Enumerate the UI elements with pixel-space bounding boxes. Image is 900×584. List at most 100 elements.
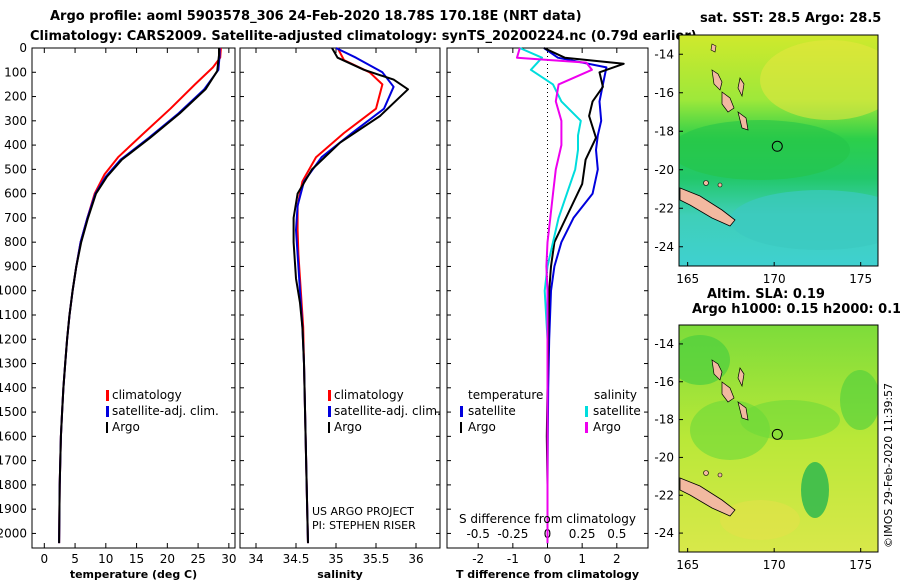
sst-map: sat. SST: 28.5 Argo: 28.5 165 170 175 -14 -1…	[654, 11, 881, 286]
x-tick-label: 1	[578, 552, 586, 566]
sla-green-patch-4	[840, 370, 878, 430]
plot-frame	[239, 47, 441, 549]
map-y-tick-label: -20	[654, 450, 674, 464]
x-tick-label: 35.5	[363, 552, 390, 566]
s-diff-tick-label: 0.5	[607, 527, 626, 541]
depth-tick-label: 1800	[0, 478, 27, 492]
island-2	[721, 91, 735, 113]
imos-credit: ©IMOS 29-Feb-2020 11:39:57	[882, 383, 895, 548]
map-y-tick-label: -18	[654, 124, 674, 138]
depth-tick-label: 0	[19, 41, 27, 55]
map-y-tick-label: -16	[654, 86, 674, 100]
s-diff-tick-label: 0.25	[569, 527, 596, 541]
legend-s-satellite-swatch	[585, 406, 588, 417]
legend-t-satellite: satellite	[468, 404, 516, 418]
series-line-satellite-adj-clim-	[58, 48, 221, 544]
legend-climatology-swatch	[106, 390, 109, 401]
legend-t-satellite-swatch	[460, 406, 463, 417]
new-caledonia-land	[679, 187, 736, 227]
x-tick-label: 0	[544, 552, 552, 566]
sla-yellow-patch	[720, 500, 800, 540]
map-x-tick-label: 170	[763, 558, 786, 572]
x-axis-label: temperature (deg C)	[70, 568, 197, 580]
sst-argo-marker	[771, 140, 783, 152]
depth-tick-label: 1900	[0, 502, 27, 516]
depth-tick-label: 1300	[0, 357, 27, 371]
depth-tick-label: 1100	[0, 308, 27, 322]
map-y-tick-label: -22	[654, 201, 674, 215]
series-line-argo	[292, 47, 409, 544]
map-x-tick-label: 175	[849, 558, 872, 572]
legend-climatology: climatology	[112, 388, 182, 402]
legend-argo: Argo	[112, 420, 140, 434]
sla-argo-marker	[771, 428, 783, 440]
series-line-s-argo	[516, 47, 593, 544]
legend-s-satellite: satellite	[593, 404, 641, 418]
map-x-tick-label: 165	[676, 272, 699, 286]
credit-pi: PI: STEPHEN RISER	[312, 519, 416, 532]
depth-tick-label: 900	[4, 259, 27, 273]
island-1	[711, 69, 723, 91]
sal-legend-climatology-swatch	[328, 390, 331, 401]
map-y-tick-label: -18	[654, 413, 674, 427]
legend-t-argo: Argo	[468, 420, 496, 434]
x-tick-label: 5	[71, 552, 79, 566]
figure-title-line2: Climatology: CARS2009. Satellite-adjuste…	[30, 29, 697, 44]
map-y-tick-label: -24	[654, 240, 674, 254]
depth-tick-label: 800	[4, 235, 27, 249]
map-x-tick-label: 165	[676, 558, 699, 572]
sal-legend-climatology: climatology	[334, 388, 404, 402]
sla-map: Altim. SLA: 0.19 Argo h1000: 0.15 h2000:…	[654, 287, 900, 572]
x-tick-label: 25	[190, 552, 205, 566]
temperature-panel: 0 5 10 15 20 25 30 temperature (deg C)	[31, 47, 236, 581]
sal-legend-argo: Argo	[334, 420, 362, 434]
sla-island-5	[717, 472, 723, 478]
map-y-tick-label: -22	[654, 488, 674, 502]
series-line-climatology	[58, 47, 222, 544]
legend-satellite: satellite-adj. clim.	[112, 404, 219, 418]
island-7	[703, 180, 709, 186]
sal-legend-satellite-swatch	[328, 406, 331, 417]
depth-axis-labels: 0 100 200 300 400 500 600 700 800 900 1000 1100 1200…	[0, 41, 27, 540]
sla-new-caledonia-land	[679, 477, 736, 517]
series-line-t-argo	[543, 47, 625, 544]
x-tick-label: 30	[221, 552, 236, 566]
map-y-tick-label: -14	[654, 47, 674, 61]
sla-map-frame	[678, 324, 879, 553]
x-tick-label: -2	[472, 552, 484, 566]
s-diff-tick-label: -0.5	[466, 527, 489, 541]
salinity-legend: climatology satellite-adj. clim. Argo US…	[312, 388, 441, 532]
depth-tick-label: 200	[4, 90, 27, 104]
island-6	[717, 182, 723, 188]
depth-tick-label: 1400	[0, 381, 27, 395]
x-tick-label: 10	[98, 552, 113, 566]
figure-title-line1: Argo profile: aoml 5903578_306 24-Feb-20…	[50, 9, 582, 24]
series-line-argo	[58, 48, 220, 544]
island-5	[710, 43, 717, 53]
depth-tick-label: 1600	[0, 429, 27, 443]
sla-map-title-line1: Altim. SLA: 0.19	[707, 287, 825, 302]
x-tick-label: 34.5	[283, 552, 310, 566]
depth-tick-label: 700	[4, 211, 27, 225]
depth-tick-label: 400	[4, 138, 27, 152]
map-y-tick-label: -20	[654, 163, 674, 177]
x-tick-label: 36	[408, 552, 423, 566]
x-tick-label: 15	[129, 552, 144, 566]
legend-s-argo: Argo	[593, 420, 621, 434]
legend-t-argo-swatch	[460, 422, 462, 433]
map-y-tick-label: -14	[654, 337, 674, 351]
depth-tick-label: 300	[4, 114, 27, 128]
difference-legend: temperature satellite Argo salinity sate…	[459, 388, 641, 526]
depth-tick-label: 1700	[0, 454, 27, 468]
sla-green-patch-3	[740, 400, 840, 440]
plot-frame	[31, 47, 236, 549]
map-x-tick-label: 170	[763, 272, 786, 286]
sla-island-1	[711, 359, 723, 381]
sst-cyan-patch	[730, 190, 878, 250]
legend-salinity-header: salinity	[594, 388, 637, 402]
sla-map-title-line2: Argo h1000: 0.15 h2000: 0.14	[692, 302, 900, 317]
depth-tick-label: 500	[4, 162, 27, 176]
x-axis-label: T difference from climatology	[456, 568, 639, 580]
difference-inner-title: S difference from climatology	[459, 512, 636, 526]
